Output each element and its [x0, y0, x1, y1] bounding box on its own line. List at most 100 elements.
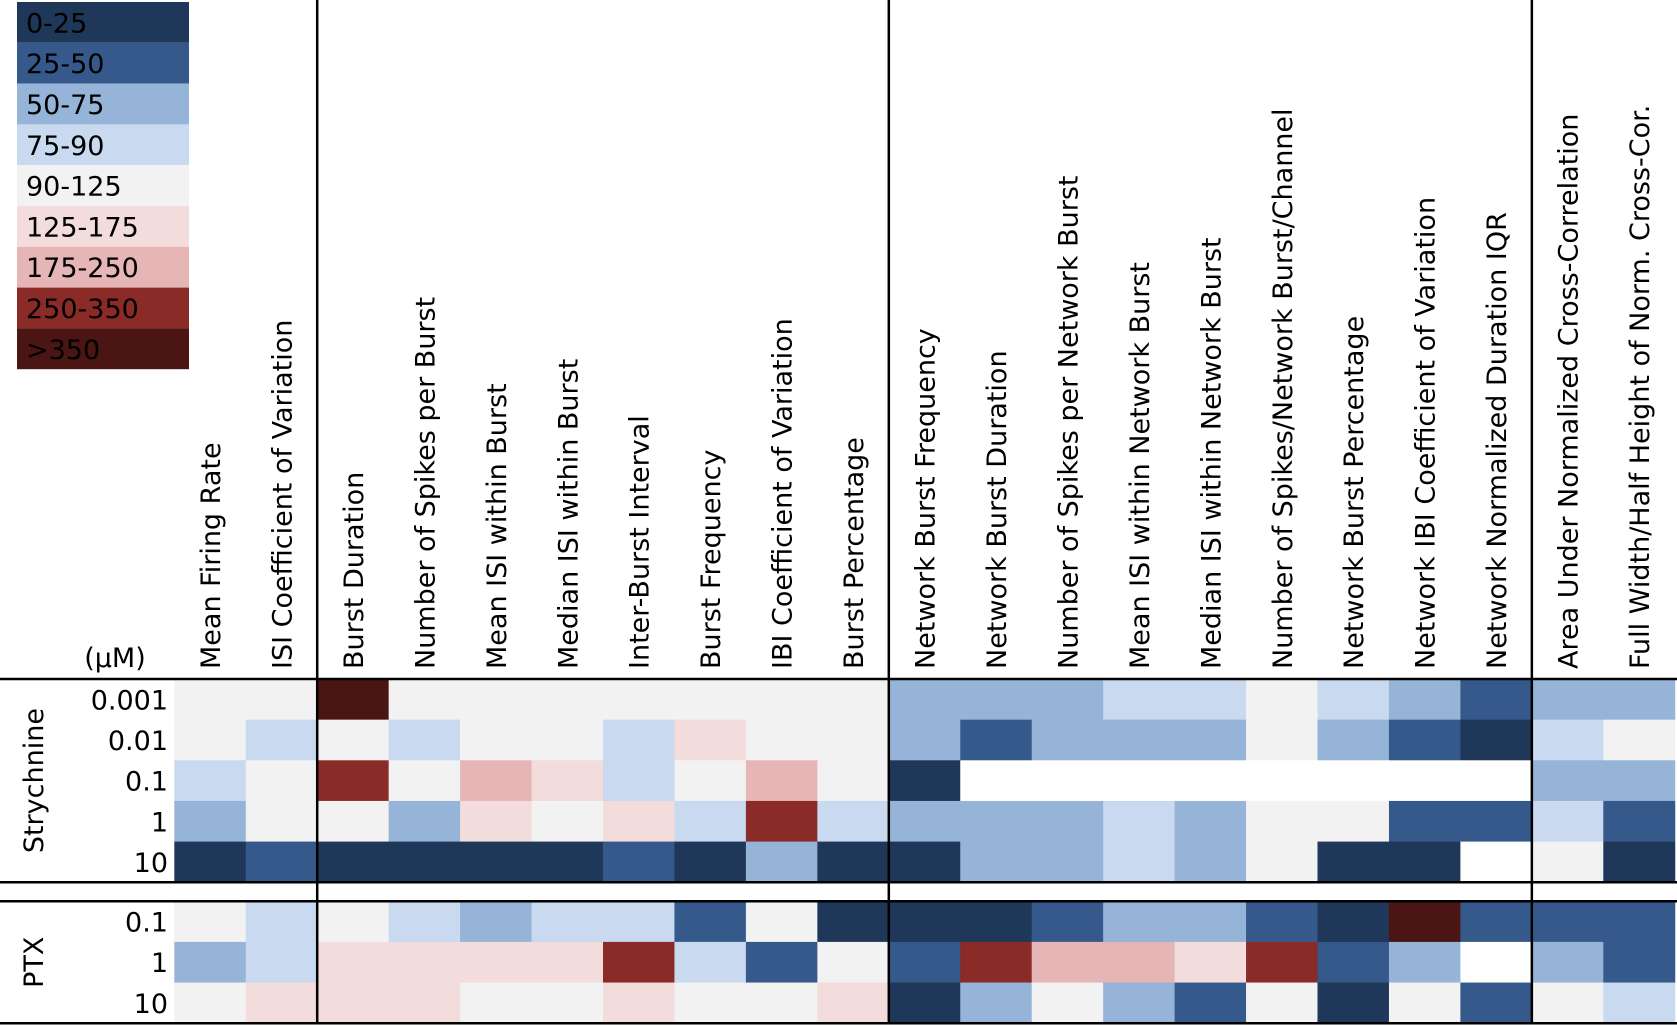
heatmap-cell: [1246, 941, 1318, 984]
heatmap-cell: [745, 679, 818, 721]
heatmap-cell: [1460, 719, 1533, 761]
heatmap-cell: [531, 941, 604, 984]
heatmap-cell: [960, 679, 1033, 721]
heatmap-cell: [603, 901, 675, 943]
heatmap-cell: [745, 841, 818, 883]
heatmap-cell: [1317, 760, 1390, 802]
legend-label: 50-75: [26, 90, 104, 121]
heatmap-cell: [1531, 719, 1604, 761]
legend-swatch: [17, 83, 189, 125]
row-label: 1: [151, 948, 168, 979]
column-header: Network IBI Coefficient of Variation: [1411, 197, 1442, 669]
legend-label: 25-50: [26, 49, 104, 80]
heatmap-cell: [674, 719, 747, 761]
column-header: Mean ISI within Burst: [482, 383, 513, 669]
column-header: Number of Spikes/Network Burst/Channel: [1268, 108, 1299, 669]
heatmap-cell: [1388, 841, 1461, 883]
heatmap-cell: [1031, 679, 1104, 721]
row-label: 0.1: [125, 767, 168, 798]
heatmap-cell: [1103, 719, 1176, 761]
heatmap-cell: [245, 679, 318, 721]
heatmap-cell: [745, 760, 818, 802]
column-header: Burst Percentage: [839, 437, 870, 669]
heatmap-cell: [1603, 901, 1676, 943]
heatmap-cell: [674, 941, 747, 984]
heatmap-cell: [888, 800, 961, 843]
heatmap-cell: [245, 760, 318, 802]
heatmap-cell: [1174, 760, 1247, 802]
heatmap-cell: [603, 982, 675, 1024]
heatmap-cell: [1031, 760, 1104, 802]
heatmap-cell: [1103, 901, 1176, 943]
heatmap-cell: [317, 841, 390, 883]
heatmap-cell: [1103, 982, 1176, 1024]
legend-label: 0-25: [26, 8, 87, 39]
heatmap-cell: [960, 941, 1033, 984]
heatmap-cell: [1531, 760, 1604, 802]
heatmap-cell: [817, 901, 890, 943]
heatmap-cell: [1103, 841, 1176, 883]
heatmap-cell: [1246, 982, 1318, 1024]
heatmap-cell: [1031, 901, 1104, 943]
heatmap-cell: [745, 800, 818, 843]
heatmap-cell: [960, 719, 1033, 761]
heatmap-cell: [531, 800, 604, 843]
heatmap-cell: [531, 841, 604, 883]
heatmap-cell: [1603, 679, 1676, 721]
heatmap-cell: [317, 800, 390, 843]
column-header: Burst Duration: [339, 472, 370, 669]
heatmap-cell: [817, 760, 890, 802]
heatmap-cell: [603, 719, 675, 761]
heatmap-cell: [460, 800, 533, 843]
legend-swatch: [17, 124, 189, 166]
heatmap-cell: [1246, 760, 1318, 802]
heatmap-cell: [674, 760, 747, 802]
heatmap-cell: [460, 679, 533, 721]
heatmap-cell: [817, 841, 890, 883]
heatmap-cell: [1460, 941, 1533, 984]
heatmap-cell: [1388, 901, 1461, 943]
heatmap-cell: [1388, 800, 1461, 843]
heatmap-cell: [1317, 982, 1390, 1024]
column-header: Full Width/Half Height of Norm. Cross-Co…: [1625, 105, 1656, 669]
heatmap-cell: [1103, 800, 1176, 843]
heatmap-cell: [245, 841, 318, 883]
heatmap-cell: [174, 941, 247, 984]
heatmap-cell: [1031, 719, 1104, 761]
heatmap-cell: [1460, 800, 1533, 843]
column-header: ISI Coefficient of Variation: [267, 320, 298, 669]
legend-swatch: [17, 165, 189, 206]
heatmap-cell: [317, 901, 390, 943]
heatmap-cell: [745, 719, 818, 761]
heatmap-cell: [1603, 841, 1676, 883]
heatmap-cell: [1246, 800, 1318, 843]
heatmap-cell: [460, 719, 533, 761]
heatmap-cell: [1603, 800, 1676, 843]
column-header: Median ISI within Network Burst: [1196, 237, 1227, 669]
column-header: Burst Frequency: [696, 450, 727, 669]
heatmap-cell: [960, 800, 1033, 843]
heatmap-cell: [1174, 841, 1247, 883]
column-header: Network Burst Percentage: [1339, 316, 1370, 669]
legend-swatch: [17, 2, 189, 43]
heatmap-cell: [1317, 941, 1390, 984]
heatmap-cell: [1388, 679, 1461, 721]
heatmap-cell: [1031, 982, 1104, 1024]
heatmap-cell: [531, 760, 604, 802]
heatmap-cell: [1317, 901, 1390, 943]
heatmap-cell: [317, 982, 390, 1024]
row-label: 0.001: [91, 685, 168, 716]
heatmap-cell: [388, 901, 461, 943]
heatmap-cell: [888, 760, 961, 802]
heatmap-cell: [174, 679, 247, 721]
column-header: IBI Coefficient of Variation: [768, 318, 799, 669]
heatmap-cell: [603, 800, 675, 843]
legend-swatch: [17, 206, 189, 247]
row-label: 0.1: [125, 908, 168, 939]
heatmap-cell: [1531, 800, 1604, 843]
heatmap-cell: [531, 982, 604, 1024]
heatmap-cell: [1388, 941, 1461, 984]
heatmap-cell: [1317, 719, 1390, 761]
group-label: PTX: [19, 937, 50, 988]
heatmap-cell: [603, 841, 675, 883]
